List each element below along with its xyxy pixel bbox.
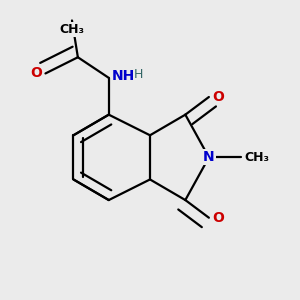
Text: O: O: [31, 66, 43, 80]
Text: O: O: [212, 90, 224, 104]
Text: O: O: [212, 211, 224, 225]
Text: N: N: [203, 150, 215, 164]
Text: CH₃: CH₃: [59, 23, 85, 36]
Text: NH: NH: [112, 69, 135, 83]
Text: CH₃: CH₃: [244, 151, 269, 164]
Text: H: H: [134, 68, 143, 81]
